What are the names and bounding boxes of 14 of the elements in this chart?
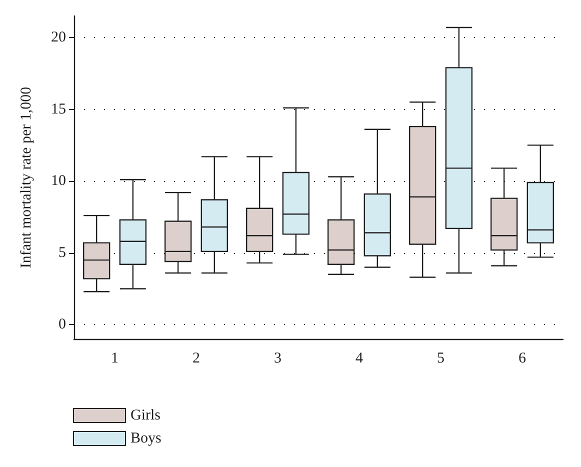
legend-label: Girls bbox=[130, 408, 161, 424]
x-tick-label: 4 bbox=[356, 350, 364, 366]
x-tick-label: 6 bbox=[518, 350, 526, 366]
legend-label: Boys bbox=[130, 430, 162, 446]
y-tick-label: 20 bbox=[51, 30, 66, 46]
y-tick-label: 5 bbox=[58, 244, 66, 261]
x-tick-label: 5 bbox=[437, 350, 444, 366]
x-tick-label: 3 bbox=[274, 350, 282, 366]
y-tick-label: 10 bbox=[51, 173, 66, 190]
y-tick-label: 0 bbox=[58, 316, 66, 333]
x-tick-label: 2 bbox=[192, 350, 200, 366]
x-tick-label: 1 bbox=[111, 350, 118, 366]
y-tick-label: 15 bbox=[51, 101, 66, 118]
y-axis-title: Infant mortality rate per 1,000 bbox=[18, 86, 34, 268]
